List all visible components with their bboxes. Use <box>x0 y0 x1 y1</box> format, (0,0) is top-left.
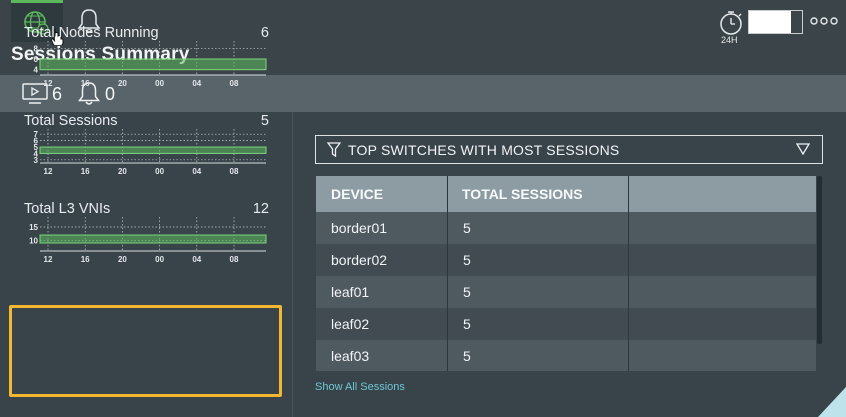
cell-total-sessions: 5 <box>463 316 471 332</box>
cell-device: border01 <box>331 220 388 236</box>
cell-device: leaf01 <box>331 284 370 300</box>
y-tick-label: 15 <box>29 223 38 232</box>
table-row[interactable]: border02 5 <box>316 244 816 276</box>
metric-total-nodes-running[interactable]: Total Nodes Running 6 12 16 20 00 04 08 8 6 4 <box>0 25 293 115</box>
x-tick-label: 20 <box>118 79 127 88</box>
metric-label: Total Nodes Running <box>24 25 159 41</box>
filter-label: TOP SWITCHES WITH MOST SESSIONS <box>348 142 620 158</box>
table-row[interactable]: leaf01 5 <box>316 276 816 308</box>
metric-label: Total Sessions <box>24 113 118 129</box>
x-tick-label: 00 <box>155 79 164 88</box>
x-tick-label: 12 <box>44 79 53 88</box>
x-tick-label: 16 <box>81 255 90 264</box>
table-row[interactable]: leaf03 5 <box>316 340 816 371</box>
table-header: DEVICE TOTAL SESSIONS <box>316 176 816 212</box>
table-row[interactable]: border01 5 <box>316 212 816 244</box>
y-tick-label: 4 <box>34 66 39 75</box>
x-tick-label: 20 <box>118 255 127 264</box>
y-tick-label: 8 <box>34 44 39 53</box>
hand-cursor-icon <box>51 28 64 45</box>
x-tick-label: 08 <box>230 79 239 88</box>
y-tick-label: 10 <box>29 236 38 245</box>
bell-icon <box>78 82 100 105</box>
y-tick-label: 6 <box>34 137 39 146</box>
sparkline-area <box>39 146 267 154</box>
monitor-play-icon <box>22 83 48 104</box>
sessions-count: 6 <box>52 84 63 104</box>
x-tick-label: 04 <box>192 79 201 88</box>
sparkline-area <box>39 58 267 71</box>
x-tick-label: 08 <box>230 255 239 264</box>
filter-dropdown[interactable]: TOP SWITCHES WITH MOST SESSIONS <box>315 135 823 164</box>
bell-icon <box>77 9 101 33</box>
sessions-table: DEVICE TOTAL SESSIONS border01 5 border02 5… <box>316 176 816 371</box>
metric-label: Total L3 VNIs <box>24 201 111 217</box>
y-tick-label: 4 <box>34 149 39 158</box>
x-tick-label: 04 <box>192 167 201 176</box>
cell-total-sessions: 5 <box>463 252 471 268</box>
y-tick-label: 6 <box>34 55 39 64</box>
globe-info-icon <box>24 10 49 35</box>
time-range-label: 24H <box>721 35 738 45</box>
y-tick-label: 3 <box>34 156 39 165</box>
x-tick-label: 16 <box>81 79 90 88</box>
x-tick-label: 08 <box>230 167 239 176</box>
column-header-total-sessions[interactable]: TOTAL SESSIONS <box>462 186 583 202</box>
x-tick-label: 16 <box>81 167 90 176</box>
x-tick-label: 04 <box>192 255 201 264</box>
table-row[interactable]: leaf02 5 <box>316 308 816 340</box>
tab-alarms[interactable] <box>63 0 115 42</box>
cell-total-sessions: 5 <box>463 348 471 364</box>
chevron-down-icon <box>796 143 810 155</box>
cell-total-sessions: 5 <box>463 220 471 236</box>
stats-bar: 6 0 <box>0 75 846 112</box>
metric-sparkline: 12 16 20 00 04 08 8 6 4 <box>34 41 267 88</box>
metric-sparkline: 12 16 20 00 04 08 15 10 <box>29 217 267 264</box>
metric-value: 5 <box>260 113 269 129</box>
metric-value: 6 <box>260 25 269 41</box>
y-tick-label: 7 <box>34 130 39 139</box>
x-tick-label: 00 <box>155 167 164 176</box>
tab-network[interactable] <box>11 0 64 45</box>
cell-device: leaf03 <box>331 348 370 364</box>
cell-device: leaf02 <box>331 316 370 332</box>
funnel-icon <box>327 142 341 158</box>
table-body: border01 5 border02 5 leaf01 5 leaf02 5 leaf03 5 <box>316 212 816 371</box>
alarms-count: 0 <box>105 84 116 104</box>
ellipsis-icon[interactable] <box>810 14 838 28</box>
x-tick-label: 12 <box>44 167 53 176</box>
show-all-sessions-link[interactable]: Show All Sessions <box>315 381 405 393</box>
stopwatch-icon[interactable] <box>716 9 746 47</box>
sparkline-area <box>39 234 267 244</box>
time-range-toggle[interactable] <box>748 10 803 34</box>
metric-total-l3-vnis[interactable]: Total L3 VNIs 12 12 16 20 00 04 08 15 10 <box>0 201 293 291</box>
table-scrollbar[interactable] <box>817 176 822 344</box>
resize-handle-icon[interactable] <box>818 387 846 417</box>
column-header-device[interactable]: DEVICE <box>331 186 384 202</box>
metric-total-sessions[interactable]: Total Sessions 5 12 16 20 00 04 08 7 6 5 4 3 <box>0 113 293 203</box>
x-tick-label: 12 <box>44 255 53 264</box>
metric-value: 12 <box>252 201 269 217</box>
x-tick-label: 20 <box>118 167 127 176</box>
cell-total-sessions: 5 <box>463 284 471 300</box>
x-tick-label: 00 <box>155 255 164 264</box>
cell-device: border02 <box>331 252 388 268</box>
y-tick-label: 5 <box>34 143 39 152</box>
